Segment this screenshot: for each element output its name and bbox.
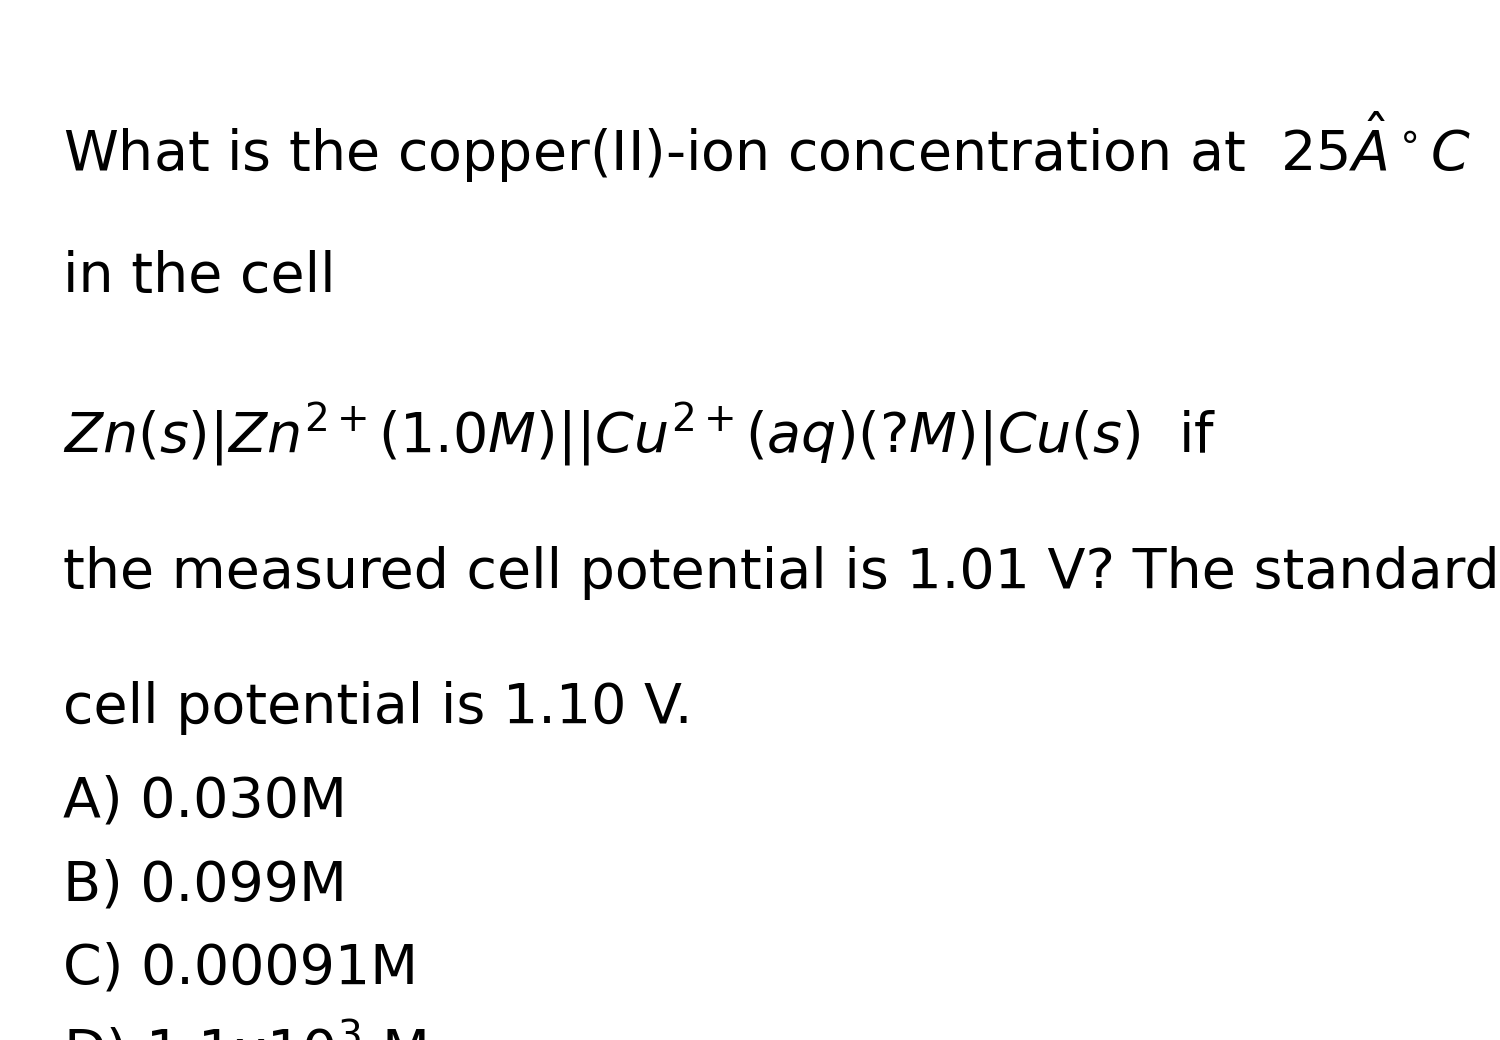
Text: What is the copper(II)-ion concentration at  $25\hat{A}^\circ C$: What is the copper(II)-ion concentration…: [63, 109, 1472, 185]
Text: in the cell: in the cell: [63, 250, 336, 304]
Text: cell potential is 1.10 V.: cell potential is 1.10 V.: [63, 681, 693, 735]
Text: B) 0.099M: B) 0.099M: [63, 858, 346, 912]
Text: A) 0.030M: A) 0.030M: [63, 775, 346, 829]
Text: the measured cell potential is 1.01 V? The standard: the measured cell potential is 1.01 V? T…: [63, 546, 1500, 600]
Text: $Zn(s)|Zn^{2+}(1.0M)||Cu^{2+}(aq)(?M)|Cu(s)$  if: $Zn(s)|Zn^{2+}(1.0M)||Cu^{2+}(aq)(?M)|Cu…: [63, 400, 1216, 469]
Text: C) 0.00091M: C) 0.00091M: [63, 941, 418, 995]
Text: D) 1.1x10$^3$ M: D) 1.1x10$^3$ M: [63, 1019, 426, 1040]
